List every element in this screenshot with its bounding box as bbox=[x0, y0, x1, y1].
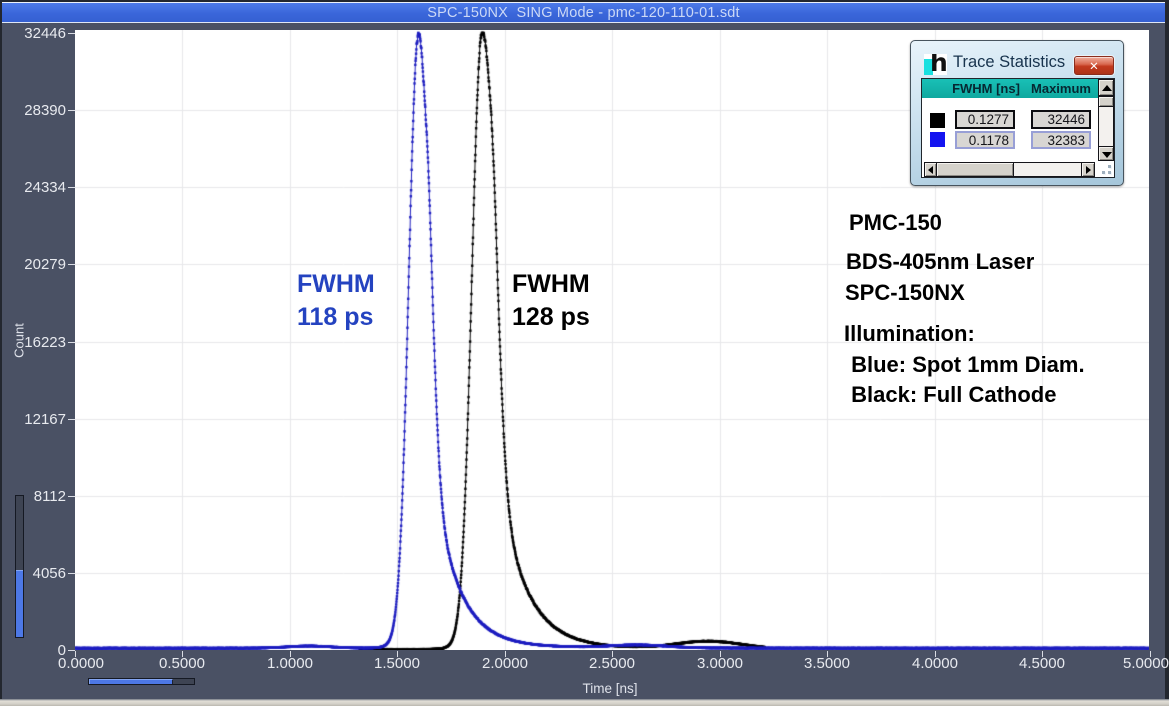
y-tick-mark bbox=[68, 110, 75, 111]
bh-logo-h-glyph: h bbox=[930, 54, 947, 75]
x-tick-mark bbox=[505, 651, 506, 657]
x-tick-label: 2.0000 bbox=[482, 655, 528, 672]
x-tick-mark bbox=[1150, 651, 1151, 657]
y-tick-mark bbox=[68, 650, 75, 651]
plot-area[interactable]: FWHM 118 ps FWHM 128 ps PMC-150 BDS-405nm… bbox=[75, 30, 1149, 650]
arrow-down-icon bbox=[1102, 152, 1112, 158]
y-tick-label: 20279 bbox=[24, 256, 66, 273]
main-titlebar[interactable]: SPC-150NX SING Mode - pmc-120-110-01.sdt bbox=[2, 2, 1165, 23]
trace-statistics-titlebar[interactable]: h Trace Statistics ✕ bbox=[911, 41, 1123, 78]
window-border-left bbox=[0, 0, 2, 700]
trace-statistics-panel: FWHM [ns] Maximum 0.1277 32446 0.1178 32… bbox=[921, 78, 1115, 178]
x-tick-label: 5.0000 bbox=[1123, 655, 1169, 672]
window-border-top bbox=[0, 0, 1169, 2]
y-tick-label: 4056 bbox=[32, 565, 66, 582]
resize-grip[interactable] bbox=[1098, 161, 1114, 177]
x-tick-label: 3.5000 bbox=[804, 655, 850, 672]
fwhm-annotation-blue: FWHM 118 ps bbox=[297, 270, 375, 331]
bh-logo-cyan-block bbox=[924, 59, 933, 75]
x-zoom-range-bar[interactable] bbox=[88, 678, 195, 685]
info-annotation-line: Blue: Spot 1mm Diam. bbox=[845, 352, 1085, 377]
grip-dot bbox=[1108, 165, 1111, 168]
column-header-fwhm: FWHM [ns] bbox=[952, 81, 1020, 96]
trace-statistics-window: h Trace Statistics ✕ FWHM [ns] Maximum 0… bbox=[910, 40, 1124, 186]
x-tick-mark bbox=[612, 651, 613, 657]
x-tick-mark bbox=[827, 651, 828, 657]
column-header-maximum: Maximum bbox=[1031, 81, 1091, 96]
fwhm-value-blue[interactable]: 0.1178 bbox=[955, 131, 1015, 149]
x-tick-label: 3.0000 bbox=[697, 655, 743, 672]
scroll-right-button[interactable] bbox=[1081, 162, 1095, 177]
y-tick-mark bbox=[68, 342, 75, 343]
y-tick-mark bbox=[68, 187, 75, 188]
close-button[interactable]: ✕ bbox=[1074, 56, 1114, 75]
x-zoom-range-fill[interactable] bbox=[89, 679, 173, 684]
scroll-up-button[interactable] bbox=[1098, 79, 1114, 96]
y-tick-label: 0 bbox=[57, 642, 66, 659]
x-tick-mark bbox=[935, 651, 936, 657]
window-border-right bbox=[1165, 0, 1169, 700]
y-tick-label: 8112 bbox=[33, 488, 66, 505]
x-tick-mark bbox=[1042, 651, 1043, 657]
window-border-bottom[interactable] bbox=[0, 699, 1169, 706]
scroll-down-button[interactable] bbox=[1098, 146, 1114, 161]
arrow-left-icon bbox=[928, 166, 933, 174]
maximum-value-blue[interactable]: 32383 bbox=[1031, 131, 1091, 149]
arrow-up-icon bbox=[1102, 85, 1112, 91]
main-window-title: SPC-150NX SING Mode - pmc-120-110-01.sdt bbox=[427, 4, 740, 21]
y-tick-label: 28390 bbox=[24, 102, 66, 119]
x-tick-mark bbox=[290, 651, 291, 657]
info-annotation-line: BDS-405nm Laser bbox=[846, 249, 1035, 274]
trace-color-swatch-black bbox=[930, 113, 945, 128]
fwhm-value-black[interactable]: 0.1277 bbox=[955, 110, 1015, 129]
x-tick-label: 1.0000 bbox=[267, 655, 313, 672]
info-annotation-line: Black: Full Cathode bbox=[845, 382, 1057, 407]
y-tick-mark bbox=[68, 264, 75, 265]
x-tick-label: 0.5000 bbox=[159, 655, 205, 672]
x-tick-label: 4.0000 bbox=[912, 655, 958, 672]
x-tick-mark bbox=[720, 651, 721, 657]
info-annotation-line: Illumination: bbox=[844, 321, 975, 346]
y-axis-title: Count bbox=[11, 323, 27, 358]
y-tick-label: 12167 bbox=[24, 411, 66, 428]
trace-statistics-title: Trace Statistics bbox=[953, 53, 1066, 71]
v-scrollbar-thumb[interactable] bbox=[1098, 96, 1114, 107]
bh-logo-icon: h bbox=[924, 54, 947, 75]
y-tick-mark bbox=[68, 419, 75, 420]
x-tick-label: 2.5000 bbox=[589, 655, 635, 672]
stats-column-header: FWHM [ns] Maximum bbox=[922, 79, 1098, 98]
y-tick-mark bbox=[68, 496, 75, 497]
info-annotation-line: SPC-150NX bbox=[845, 280, 965, 305]
x-tick-label: 4.5000 bbox=[1019, 655, 1065, 672]
maximum-value-black[interactable]: 32446 bbox=[1031, 110, 1091, 129]
grip-dot bbox=[1102, 171, 1105, 174]
fwhm-annotation-black: FWHM 128 ps bbox=[512, 270, 590, 331]
x-tick-label: 1.5000 bbox=[374, 655, 420, 672]
close-icon: ✕ bbox=[1089, 59, 1099, 73]
y-tick-label: 32446 bbox=[24, 25, 66, 42]
x-tick-label: 0.0000 bbox=[58, 655, 104, 672]
y-tick-mark bbox=[68, 33, 75, 34]
y-tick-label: 16223 bbox=[24, 334, 66, 351]
y-tick-mark bbox=[68, 573, 75, 574]
trace-color-swatch-blue bbox=[930, 132, 945, 147]
x-tick-mark bbox=[75, 651, 76, 657]
x-tick-mark bbox=[397, 651, 398, 657]
h-scrollbar-thumb[interactable] bbox=[936, 162, 1014, 177]
x-tick-mark bbox=[182, 651, 183, 657]
grip-dot bbox=[1108, 171, 1111, 174]
y-tick-label: 24334 bbox=[24, 179, 66, 196]
arrow-right-icon bbox=[1086, 166, 1091, 174]
info-annotation-line: PMC-150 bbox=[849, 210, 942, 235]
x-axis-title: Time [ns] bbox=[582, 681, 638, 696]
y-zoom-range-fill[interactable] bbox=[16, 570, 23, 637]
y-zoom-range-bar[interactable] bbox=[15, 495, 24, 638]
